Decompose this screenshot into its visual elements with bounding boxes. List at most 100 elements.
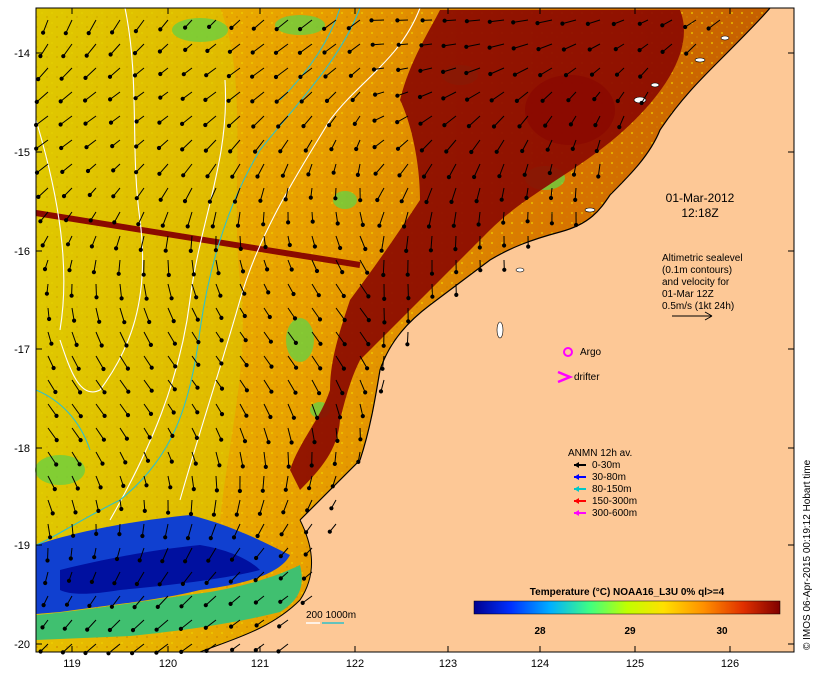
velocity-arrow-head bbox=[183, 25, 188, 30]
velocity-arrow bbox=[84, 91, 97, 101]
velocity-arrow-head bbox=[309, 463, 314, 468]
velocity-arrow-head bbox=[341, 293, 346, 299]
velocity-arrow-head bbox=[125, 366, 131, 371]
velocity-arrow-head bbox=[110, 144, 115, 149]
velocity-arrow-head bbox=[196, 340, 201, 345]
velocity-arrow-head bbox=[615, 98, 620, 104]
velocity-arrow-head bbox=[418, 121, 423, 126]
velocity-arrow bbox=[359, 283, 369, 297]
velocity-arrow bbox=[466, 91, 481, 101]
velocity-arrow-head bbox=[242, 439, 248, 444]
velocity-arrow-head bbox=[107, 627, 113, 633]
altimetry-note: Altimetric sealevel (0.1m contours) and … bbox=[662, 253, 743, 321]
velocity-arrow-head bbox=[64, 218, 69, 223]
velocity-arrow-head bbox=[204, 580, 209, 586]
velocity-arrow-head bbox=[44, 291, 50, 296]
velocity-arrow-head bbox=[298, 74, 303, 80]
velocity-arrow-head bbox=[266, 290, 271, 295]
velocity-arrow-head bbox=[525, 219, 530, 224]
velocity-arrow bbox=[421, 139, 433, 151]
velocity-arrow-head bbox=[59, 145, 64, 151]
velocity-arrow bbox=[641, 91, 649, 104]
velocity-arrow-head bbox=[253, 648, 258, 653]
velocity-arrow bbox=[135, 19, 145, 32]
velocity-arrow-head bbox=[405, 342, 410, 347]
velocity-arrow-head bbox=[102, 413, 107, 418]
velocity-arrow-head bbox=[377, 223, 382, 228]
velocity-arrow-head bbox=[232, 199, 238, 204]
velocity-arrow-head bbox=[107, 74, 113, 79]
velocity-arrow bbox=[275, 43, 289, 54]
velocity-arrow bbox=[71, 379, 81, 393]
velocity-arrow-head bbox=[322, 26, 327, 31]
velocity-arrow-head bbox=[163, 535, 168, 540]
velocity-arrow-head bbox=[169, 459, 174, 464]
velocity-arrow-head bbox=[585, 21, 591, 26]
warm-patch-north bbox=[525, 75, 615, 145]
velocity-arrow bbox=[263, 451, 267, 467]
velocity-arrow-head bbox=[114, 556, 120, 562]
velocity-arrow bbox=[47, 379, 56, 393]
velocity-arrow-head bbox=[194, 295, 199, 300]
lat-label: -15 bbox=[14, 147, 30, 159]
latitude-labels: -14 -15 -16 -17 -18 -19 -20 bbox=[14, 48, 30, 651]
velocity-arrow-head bbox=[329, 147, 334, 152]
velocity-arrow-head bbox=[253, 578, 258, 583]
velocity-arrow-head bbox=[102, 390, 107, 395]
velocity-arrow bbox=[184, 187, 193, 202]
sealevel-contours bbox=[35, 7, 421, 521]
velocity-arrow-head bbox=[203, 148, 208, 153]
velocity-arrow-head bbox=[340, 270, 345, 275]
velocity-arrow-head bbox=[424, 199, 429, 205]
velocity-arrow-head bbox=[53, 389, 58, 395]
velocity-arrow-head bbox=[141, 272, 146, 277]
velocity-arrow bbox=[251, 91, 265, 102]
velocity-arrow-head bbox=[41, 603, 46, 608]
velocity-arrow-head bbox=[203, 603, 208, 608]
velocity-arrow-head bbox=[637, 21, 642, 26]
velocity-arrow-head bbox=[614, 72, 620, 77]
velocity-arrow bbox=[118, 259, 121, 274]
velocity-arrow bbox=[39, 43, 49, 57]
velocity-arrow-head bbox=[305, 508, 310, 513]
velocity-arrow bbox=[47, 499, 54, 514]
velocity-arrow bbox=[335, 259, 343, 273]
velocity-arrow-head bbox=[366, 294, 371, 299]
velocity-arrow bbox=[470, 139, 481, 153]
velocity-arrow-head bbox=[133, 96, 138, 101]
velocity-arrow-head bbox=[134, 144, 139, 149]
velocity-arrow-head bbox=[78, 438, 83, 443]
velocity-arrow bbox=[382, 355, 385, 369]
map-plot-area bbox=[34, 7, 795, 656]
velocity-arrow-head bbox=[660, 23, 665, 28]
velocity-arrow-head bbox=[173, 364, 178, 369]
velocity-arrow-head bbox=[116, 271, 121, 276]
velocity-arrow-head bbox=[287, 242, 292, 248]
velocity-arrow bbox=[180, 619, 193, 630]
velocity-arrow-head bbox=[38, 219, 43, 224]
velocity-arrow-head bbox=[171, 410, 176, 415]
velocity-arrow-head bbox=[255, 533, 260, 539]
velocity-arrow-head bbox=[112, 581, 117, 586]
velocity-arrow bbox=[95, 403, 106, 417]
velocity-arrow-head bbox=[340, 391, 345, 396]
velocity-arrow-head bbox=[98, 485, 103, 490]
mooring-legend-label: 80-150m bbox=[592, 484, 631, 495]
altimetry-line: 0.5m/s (1kt 24h) bbox=[662, 301, 734, 312]
velocity-arrow-head bbox=[132, 73, 138, 78]
velocity-arrow bbox=[257, 163, 265, 177]
velocity-arrow bbox=[359, 235, 366, 250]
velocity-arrow-head bbox=[54, 413, 59, 418]
velocity-arrow bbox=[231, 163, 241, 177]
velocity-arrow-head bbox=[418, 68, 423, 73]
velocity-arrow bbox=[276, 19, 289, 30]
velocity-arrow-head bbox=[613, 47, 618, 52]
velocity-arrow bbox=[382, 259, 385, 276]
velocity-arrow bbox=[137, 211, 145, 225]
velocity-arrow bbox=[490, 67, 505, 75]
velocity-arrow-head bbox=[342, 342, 347, 347]
velocity-arrow-head bbox=[253, 600, 258, 605]
velocity-arrow bbox=[537, 19, 553, 24]
velocity-arrow bbox=[190, 235, 193, 251]
velocity-arrow-head bbox=[303, 148, 308, 153]
